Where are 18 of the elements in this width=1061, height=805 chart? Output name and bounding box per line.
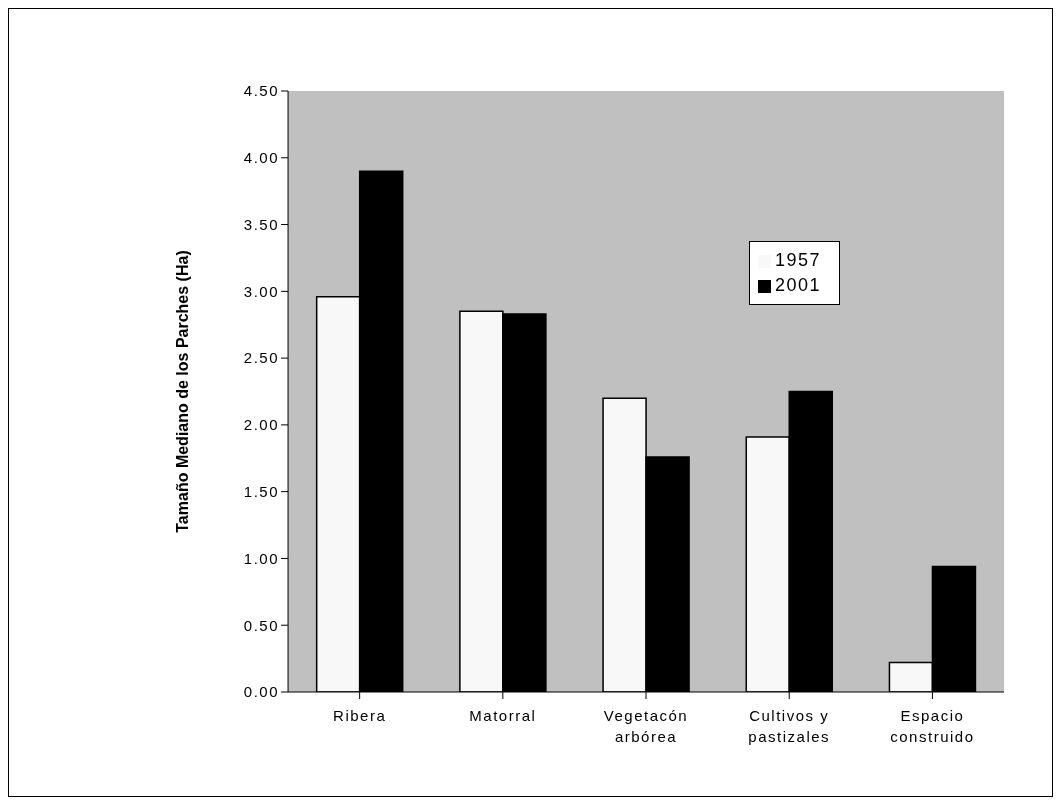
y-axis-title: Tamaño Mediano de los Parches (Ha): [173, 250, 191, 533]
y-tick-label: 2.50: [243, 349, 280, 367]
y-tick-label: 1.50: [243, 482, 280, 500]
y-tick-label: 4.00: [243, 149, 280, 167]
x-tick-label: Espacio construido: [890, 707, 975, 745]
x-tick-label: Vegetacón arbórea: [603, 707, 689, 745]
legend-label: 2001: [775, 275, 822, 295]
x-tick-label: Matorral: [469, 707, 537, 724]
y-tick-label: 3.50: [243, 215, 280, 233]
legend-label: 1957: [775, 250, 822, 270]
x-tick-label: Cultivos y pastizales: [748, 707, 831, 745]
y-tick-label: 2.00: [243, 416, 280, 434]
y-tick-label: 4.50: [243, 82, 280, 100]
y-tick-label: 0.50: [243, 616, 280, 634]
x-tick-label: Ribera: [333, 707, 387, 724]
y-tick-label: 1.00: [243, 549, 280, 567]
y-tick-label: 3.00: [243, 282, 280, 300]
y-tick-label: 0.00: [243, 683, 280, 701]
